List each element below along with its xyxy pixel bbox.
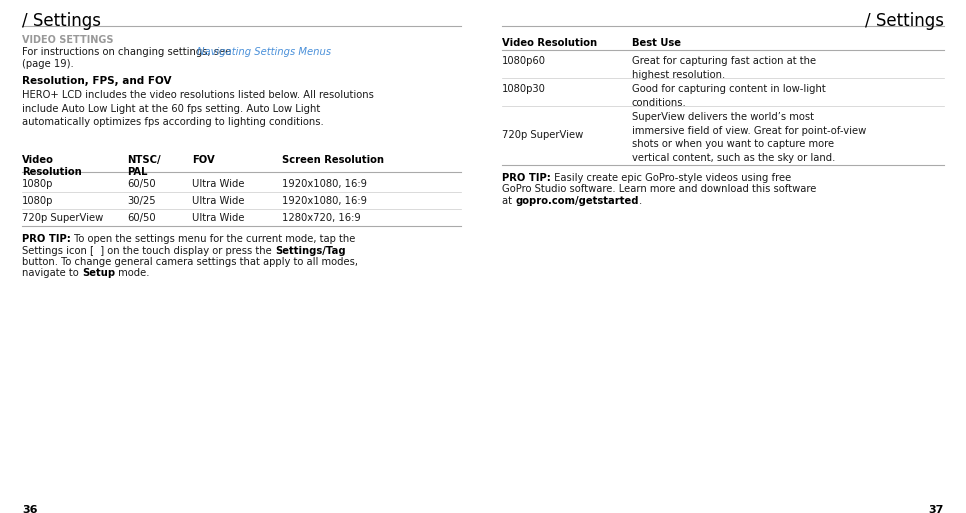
Text: button. To change general camera settings that apply to all modes,: button. To change general camera setting… bbox=[22, 257, 358, 267]
Text: 720p SuperView: 720p SuperView bbox=[22, 213, 103, 223]
Text: 1920x1080, 16:9: 1920x1080, 16:9 bbox=[282, 196, 367, 206]
Text: Great for capturing fast action at the
highest resolution.: Great for capturing fast action at the h… bbox=[632, 56, 816, 80]
Text: Easily create epic GoPro-style videos using free: Easily create epic GoPro-style videos us… bbox=[551, 173, 791, 183]
Text: / Settings: / Settings bbox=[865, 12, 944, 30]
Text: Resolution, FPS, and FOV: Resolution, FPS, and FOV bbox=[22, 76, 172, 86]
Text: 36: 36 bbox=[22, 505, 38, 513]
Text: Settings icon [  ] on the touch display or press the: Settings icon [ ] on the touch display o… bbox=[22, 246, 275, 255]
Text: Ultra Wide: Ultra Wide bbox=[192, 196, 244, 206]
Text: 1080p: 1080p bbox=[22, 196, 53, 206]
Text: gopro.com/getstarted: gopro.com/getstarted bbox=[515, 196, 639, 206]
Text: GoPro Studio software. Learn more and download this software: GoPro Studio software. Learn more and do… bbox=[502, 185, 816, 194]
Text: Best Use: Best Use bbox=[632, 38, 681, 48]
Text: HERO+ LCD includes the video resolutions listed below. All resolutions
include A: HERO+ LCD includes the video resolutions… bbox=[22, 90, 374, 127]
Text: Screen Resolution: Screen Resolution bbox=[282, 155, 384, 165]
Text: 1080p: 1080p bbox=[22, 179, 53, 189]
Text: VIDEO SETTINGS: VIDEO SETTINGS bbox=[22, 35, 113, 45]
Text: 60/50: 60/50 bbox=[127, 213, 156, 223]
Text: 37: 37 bbox=[928, 505, 944, 513]
Text: PRO TIP:: PRO TIP: bbox=[22, 234, 71, 244]
Text: Settings/Tag: Settings/Tag bbox=[275, 246, 346, 255]
Text: / Settings: / Settings bbox=[22, 12, 101, 30]
Text: NTSC/
PAL: NTSC/ PAL bbox=[127, 155, 160, 177]
Text: FOV: FOV bbox=[192, 155, 214, 165]
Text: at: at bbox=[502, 196, 515, 206]
Text: 1280x720, 16:9: 1280x720, 16:9 bbox=[282, 213, 360, 223]
Text: For instructions on changing settings, see: For instructions on changing settings, s… bbox=[22, 47, 235, 57]
Text: To open the settings menu for the current mode, tap the: To open the settings menu for the curren… bbox=[71, 234, 355, 244]
Text: SuperView delivers the world’s most
immersive field of view. Great for point-of-: SuperView delivers the world’s most imme… bbox=[632, 112, 867, 163]
Text: 720p SuperView: 720p SuperView bbox=[502, 130, 583, 140]
Text: 60/50: 60/50 bbox=[127, 179, 156, 189]
Text: Video Resolution: Video Resolution bbox=[502, 38, 597, 48]
Text: Video
Resolution: Video Resolution bbox=[22, 155, 82, 177]
Text: 30/25: 30/25 bbox=[127, 196, 156, 206]
Text: 1080p60: 1080p60 bbox=[502, 56, 546, 66]
Text: .: . bbox=[639, 196, 641, 206]
Text: 1080p30: 1080p30 bbox=[502, 84, 546, 94]
Text: navigate to: navigate to bbox=[22, 268, 82, 279]
Text: Good for capturing content in low-light
conditions.: Good for capturing content in low-light … bbox=[632, 84, 826, 108]
Text: Setup: Setup bbox=[82, 268, 115, 279]
Text: mode.: mode. bbox=[115, 268, 150, 279]
Text: PRO TIP:: PRO TIP: bbox=[502, 173, 551, 183]
Text: Ultra Wide: Ultra Wide bbox=[192, 213, 244, 223]
Text: (page 19).: (page 19). bbox=[22, 59, 73, 69]
Text: Ultra Wide: Ultra Wide bbox=[192, 179, 244, 189]
Text: 1920x1080, 16:9: 1920x1080, 16:9 bbox=[282, 179, 367, 189]
Text: Navigating Settings Menus: Navigating Settings Menus bbox=[197, 47, 331, 57]
